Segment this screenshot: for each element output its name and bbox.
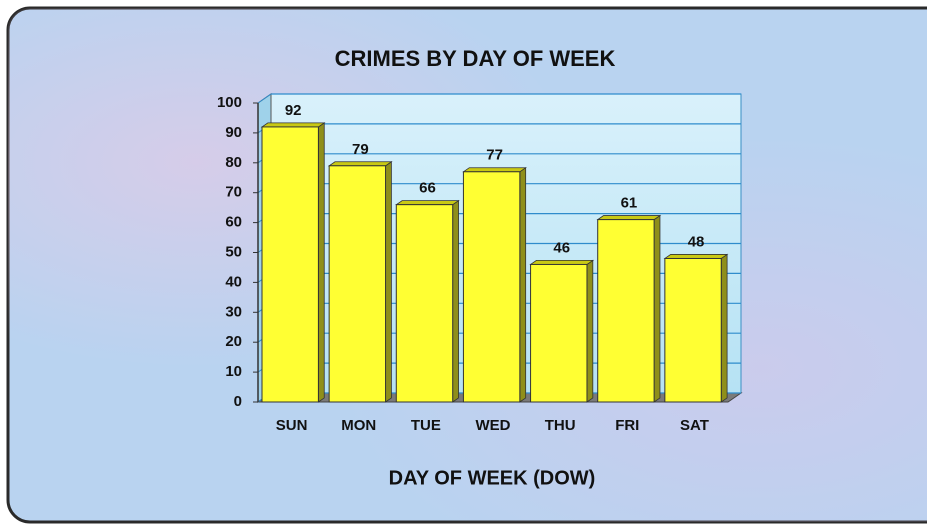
data-label: 61 [621,195,638,212]
bar-top [395,200,460,206]
bar-top [462,167,527,173]
y-tick-label: 20 [225,333,242,350]
bar [261,126,319,403]
bar [530,263,588,403]
y-tick-label: 50 [225,243,242,260]
data-label: 92 [285,102,302,119]
bar [328,165,387,403]
bar-top [529,260,595,265]
bar-side [317,122,325,403]
data-label: 46 [553,239,570,256]
x-tick-label: SUN [276,417,308,434]
y-tick-label: 0 [234,393,242,410]
bar [664,257,722,403]
y-tick-label: 60 [225,214,242,231]
x-axis-label: DAY OF WEEK (DOW) [389,467,596,489]
plot: 0 10 20 30 40 50 60 70 80 90 100 SUN 92 MON 79 TUE 66 WED… [217,93,743,434]
bar-top [260,122,326,128]
bar-side [519,166,527,403]
bar-side [586,259,594,403]
grid-line [257,93,272,104]
y-tick-label: 90 [225,124,242,141]
bar [462,171,521,403]
x-tick-label: MON [341,417,376,434]
y-tick-label: 70 [225,184,242,201]
bar-side [720,253,728,403]
y-tick-label: 80 [225,154,242,171]
x-tick-label: THU [545,417,576,434]
data-label: 66 [419,180,436,197]
x-tick-label: SAT [680,417,709,434]
y-tick-label: 100 [217,94,242,111]
bar-top [596,215,662,221]
data-label: 48 [688,233,705,250]
bar-side [653,214,661,403]
bar-top [663,254,729,259]
chart-title: CRIMES BY DAY OF WEEK [335,46,616,71]
y-tick-label: 10 [225,363,242,380]
bar-side [452,199,459,403]
bar-top [327,161,393,167]
data-label: 77 [486,147,503,164]
bar [597,219,655,403]
x-tick-label: FRI [615,417,639,434]
y-tick-label: 30 [225,303,242,320]
x-tick-label: TUE [411,417,441,434]
bar [395,204,454,403]
data-label: 79 [352,141,369,158]
y-tick-label: 40 [225,273,242,290]
bar-side [385,160,392,403]
x-tick-label: WED [476,417,511,434]
